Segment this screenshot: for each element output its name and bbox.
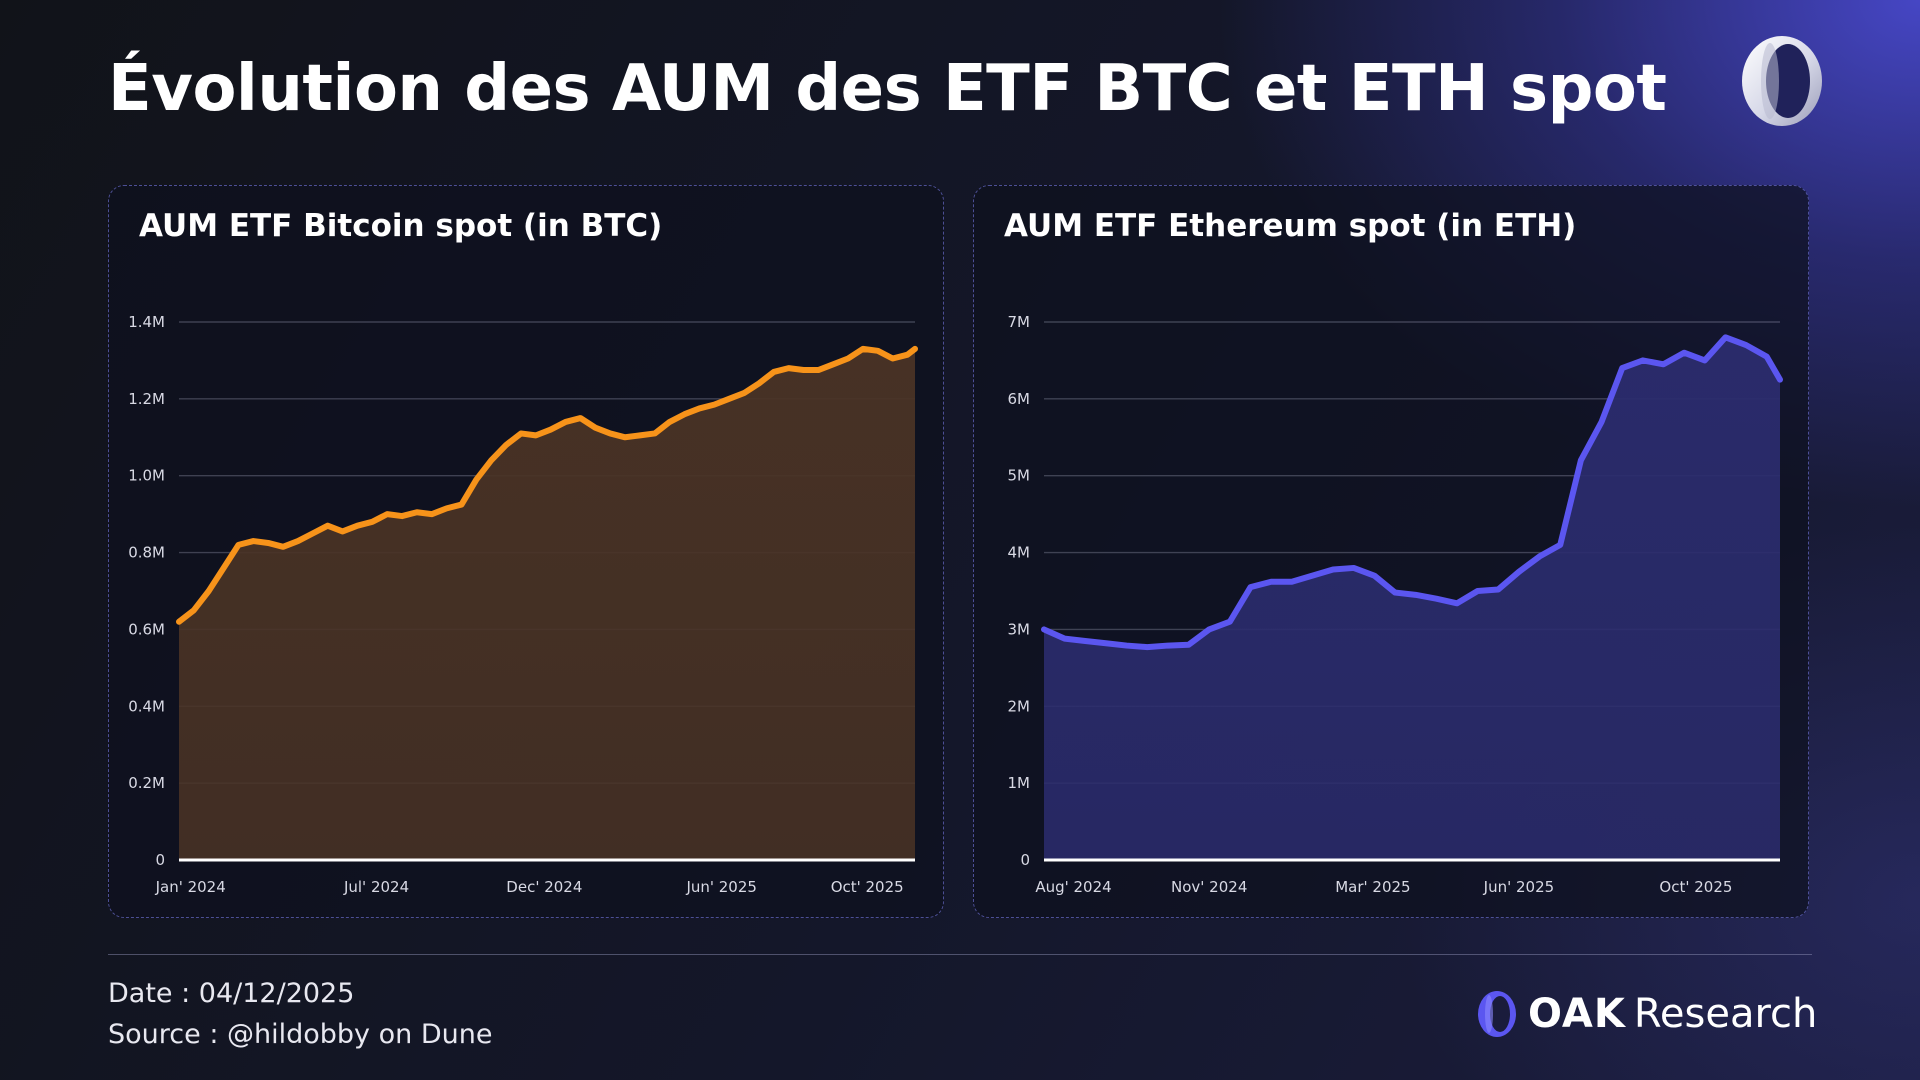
btc-x-tick-label: Dec' 2024 [506, 878, 582, 896]
btc-y-tick-label: 0.6M [128, 620, 165, 638]
oak-ring-logo-icon [1742, 36, 1822, 126]
btc-y-tick-label: 0.2M [128, 774, 165, 792]
btc-chart-title: AUM ETF Bitcoin spot (in BTC) [139, 208, 663, 244]
eth-chart-title: AUM ETF Ethereum spot (in ETH) [1004, 208, 1577, 244]
footer-divider [108, 954, 1812, 955]
eth-y-tick-label: 0 [1020, 851, 1030, 869]
btc-chart-panel: AUM ETF Bitcoin spot (in BTC) 0 0.2M 0.4M 0… [108, 185, 944, 918]
eth-x-tick-label: Oct' 2025 [1659, 878, 1732, 896]
eth-chart-panel: AUM ETF Ethereum spot (in ETH) 0 1M 2M 3M 4M… [973, 185, 1809, 918]
btc-aum-chart: 0 0.2M 0.4M 0.6M 0.8M 1.0M 1.2M 1.4M Jan' 2024 Ju… [128, 313, 918, 896]
btc-x-tick-label: Jun' 2025 [685, 878, 757, 896]
eth-y-tick-label: 2M [1008, 697, 1031, 715]
btc-x-tick-label: Oct' 2025 [831, 878, 904, 896]
eth-y-tick-label: 3M [1008, 620, 1031, 638]
btc-area-fill [179, 348, 915, 860]
btc-series-line [176, 345, 918, 625]
btc-y-tick-label: 1.2M [128, 390, 165, 408]
eth-y-tick-label: 6M [1008, 390, 1031, 408]
btc-y-tick-label: 1.4M [128, 313, 165, 331]
brand-logo: OAK Research [1476, 986, 1817, 1042]
eth-x-tick-label: Aug' 2024 [1035, 878, 1111, 896]
eth-area-fill [1044, 337, 1780, 860]
eth-x-tick-label: Mar' 2025 [1335, 878, 1410, 896]
date-label: Date : 04/12/2025 [108, 978, 355, 1009]
eth-y-tick-label: 7M [1008, 313, 1031, 331]
eth-y-tick-label: 1M [1008, 774, 1031, 792]
eth-x-tick-label: Jun' 2025 [1483, 878, 1555, 896]
brand-name-strong: OAK [1528, 991, 1626, 1037]
eth-aum-chart: 0 1M 2M 3M 4M 5M 6M 7M Aug' 2024 Nov' 2024 Mar' 20… [1008, 313, 1783, 896]
btc-x-tick-label: Jan' 2024 [155, 878, 226, 896]
brand-name-light: Research [1633, 991, 1818, 1037]
eth-y-tick-label: 4M [1008, 544, 1031, 562]
source-label: Source : @hildobby on Dune [108, 1019, 493, 1050]
btc-y-tick-label: 1.0M [128, 467, 165, 485]
oak-ring-small-icon [1478, 991, 1516, 1037]
eth-x-tick-label: Nov' 2024 [1171, 878, 1247, 896]
btc-y-tick-label: 0.8M [128, 544, 165, 562]
eth-series-line [1041, 334, 1783, 651]
btc-x-tick-label: Jul' 2024 [343, 878, 409, 896]
page-title: Évolution des AUM des ETF BTC et ETH spo… [108, 52, 1667, 126]
eth-y-tick-label: 5M [1008, 467, 1031, 485]
btc-y-tick-label: 0.4M [128, 697, 165, 715]
btc-y-tick-label: 0 [155, 851, 165, 869]
